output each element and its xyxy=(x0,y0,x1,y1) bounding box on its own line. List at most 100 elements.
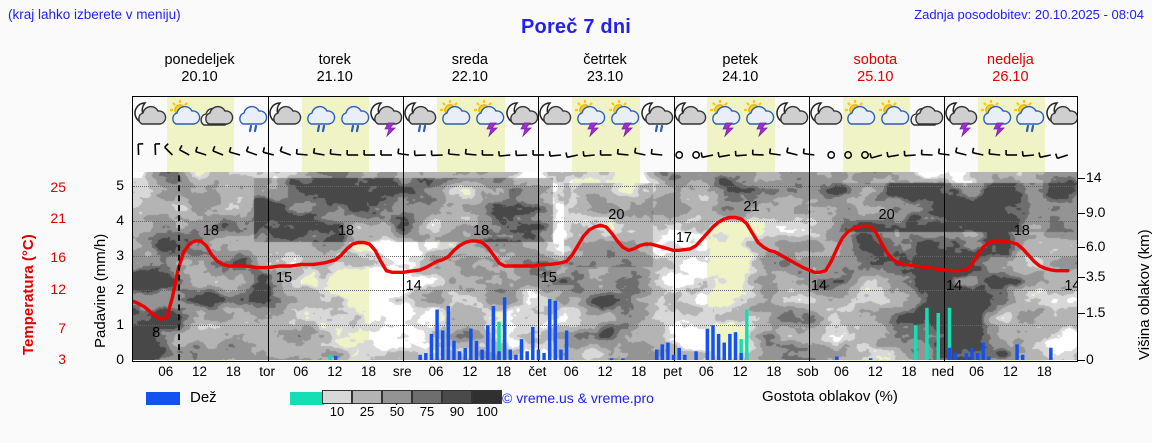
x-axis-label: 06 xyxy=(698,364,714,379)
chart-legend: Dež Možnost ploh © vreme.us & vreme.pro … xyxy=(132,386,1078,419)
sun-cloud-icon xyxy=(437,99,471,135)
cloud-tick-mark xyxy=(1078,213,1085,215)
sun-cloud-storm-icon xyxy=(572,99,606,138)
cloud-icon xyxy=(200,99,234,135)
menu-hint-text: (kraj lahko izberete v meniju) xyxy=(8,7,181,22)
last-update-text: Zadnja posodobitev: 20.10.2025 - 08:04 xyxy=(914,7,1144,22)
cloud-drizzle-icon xyxy=(302,99,336,135)
gridline xyxy=(133,290,1077,292)
cloud-density-value: 50 xyxy=(389,404,405,419)
cloud-drizzle-icon xyxy=(336,99,370,135)
day-name: petek xyxy=(722,52,758,68)
x-axis-label: 12 xyxy=(327,364,343,379)
x-axis-label: ned xyxy=(931,364,955,379)
x-axis-label: 18 xyxy=(631,364,647,379)
cloud-icon xyxy=(910,99,944,135)
sun-cloud-icon xyxy=(842,99,876,135)
day-header-četrtek: četrtek 23.10 xyxy=(537,52,672,86)
day-separator xyxy=(268,97,270,138)
sun-cloud-drizzle-icon xyxy=(1011,99,1045,135)
rain-legend-swatch xyxy=(146,392,180,405)
gridline xyxy=(133,185,1077,187)
x-axis-label: 12 xyxy=(732,364,748,379)
cloud-tick-mark xyxy=(1078,177,1085,179)
x-axis-label: 18 xyxy=(360,364,377,379)
day-name: sreda xyxy=(451,52,488,68)
day-separator xyxy=(538,97,540,138)
cloud-drizzle-icon xyxy=(234,99,268,135)
sun-cloud-storm-icon xyxy=(978,99,1012,138)
x-axis-label: tor xyxy=(259,364,276,379)
day-separator xyxy=(403,172,405,361)
cloud-height-tick: 14 xyxy=(1086,168,1102,185)
cloud-height-tick: 0 xyxy=(1086,351,1094,367)
cloud-height-tick: 9.0 xyxy=(1086,204,1106,221)
temperature-tick: 7 xyxy=(58,319,66,336)
precipitation-tick: 2 xyxy=(116,281,124,298)
x-axis-label: 12 xyxy=(597,364,613,379)
temperature-point-label: 20 xyxy=(878,206,895,223)
sun-cloud-icon xyxy=(876,99,910,135)
temperature-point-label: 20 xyxy=(608,206,625,223)
moon-cloud-storm-icon xyxy=(369,99,403,138)
x-axis-label: 06 xyxy=(833,364,850,379)
moon-cloud-icon xyxy=(538,99,572,135)
cloud-tick-mark xyxy=(1078,277,1085,279)
day-name: ponedeljek xyxy=(164,52,235,68)
cloud-density-swatch xyxy=(352,390,382,404)
forecast-chart: 8 18 15 18 14 18 15 20 17 21 14 20 14 18 14 xyxy=(132,172,1078,362)
showers-legend-swatch xyxy=(290,392,324,405)
day-separator xyxy=(673,138,675,172)
x-axis-label: čet xyxy=(528,364,547,379)
day-separator xyxy=(943,172,945,361)
x-axis-label: 12 xyxy=(867,364,883,379)
cloud-tick-mark xyxy=(1078,360,1085,361)
day-header-ponedeljek: ponedeljek 20.10 xyxy=(132,52,267,86)
day-date: 26.10 xyxy=(992,69,1029,85)
gridline xyxy=(133,325,1077,327)
moon-cloud-icon xyxy=(673,99,707,135)
day-date: 25.10 xyxy=(857,69,894,85)
sun-cloud-storm-icon xyxy=(471,99,505,138)
temperature-point-label: 8 xyxy=(152,324,161,341)
x-axis-label: 18 xyxy=(225,364,241,379)
moon-cloud-icon xyxy=(775,99,809,135)
credit-text[interactable]: © vreme.us & vreme.pro xyxy=(502,390,654,406)
x-axis-label: 06 xyxy=(158,364,174,379)
day-name: sobota xyxy=(853,52,898,68)
temperature-point-label: 17 xyxy=(675,230,692,247)
moon-cloud-drizzle-icon xyxy=(640,99,674,135)
temperature-point-label: 15 xyxy=(276,270,293,286)
x-axis-label: 06 xyxy=(563,364,579,379)
precipitation-tick: 1 xyxy=(116,316,124,333)
day-separator xyxy=(268,138,270,172)
wind-barbs xyxy=(137,143,1068,160)
moon-cloud-icon xyxy=(809,99,843,135)
temperature-point-label: 18 xyxy=(202,222,219,239)
temperature-point-label: 21 xyxy=(743,199,760,215)
day-header-petek: petek 24.10 xyxy=(673,52,808,86)
x-axis-label: sob xyxy=(796,364,819,379)
cloud-tick-mark xyxy=(1078,247,1085,249)
current-time-marker xyxy=(178,172,181,360)
day-date: 21.10 xyxy=(316,69,353,85)
rain-legend-label: Dež xyxy=(190,389,217,406)
temperature-tick: 3 xyxy=(58,351,66,367)
temperature-point-label: 14 xyxy=(946,277,963,294)
moon-cloud-icon xyxy=(1045,99,1077,135)
day-name: nedelja xyxy=(987,52,1034,68)
cloud-density-value: 25 xyxy=(359,404,375,419)
sun-cloud-storm-icon xyxy=(606,99,640,138)
temperature-tick: 12 xyxy=(50,280,66,297)
x-axis-label: sre xyxy=(392,364,412,379)
day-name: četrtek xyxy=(583,52,627,68)
wind-barb-band xyxy=(132,138,1078,172)
temperature-curve xyxy=(133,215,1070,321)
precipitation-tick: 3 xyxy=(116,246,124,263)
moon-cloud-storm-icon xyxy=(505,99,539,138)
x-axis-label: 06 xyxy=(428,364,444,379)
sun-cloud-icon xyxy=(167,99,201,135)
day-date: 24.10 xyxy=(721,69,759,85)
temperature-point-label: 14 xyxy=(1064,277,1077,294)
cloud-density-swatch xyxy=(322,390,352,404)
